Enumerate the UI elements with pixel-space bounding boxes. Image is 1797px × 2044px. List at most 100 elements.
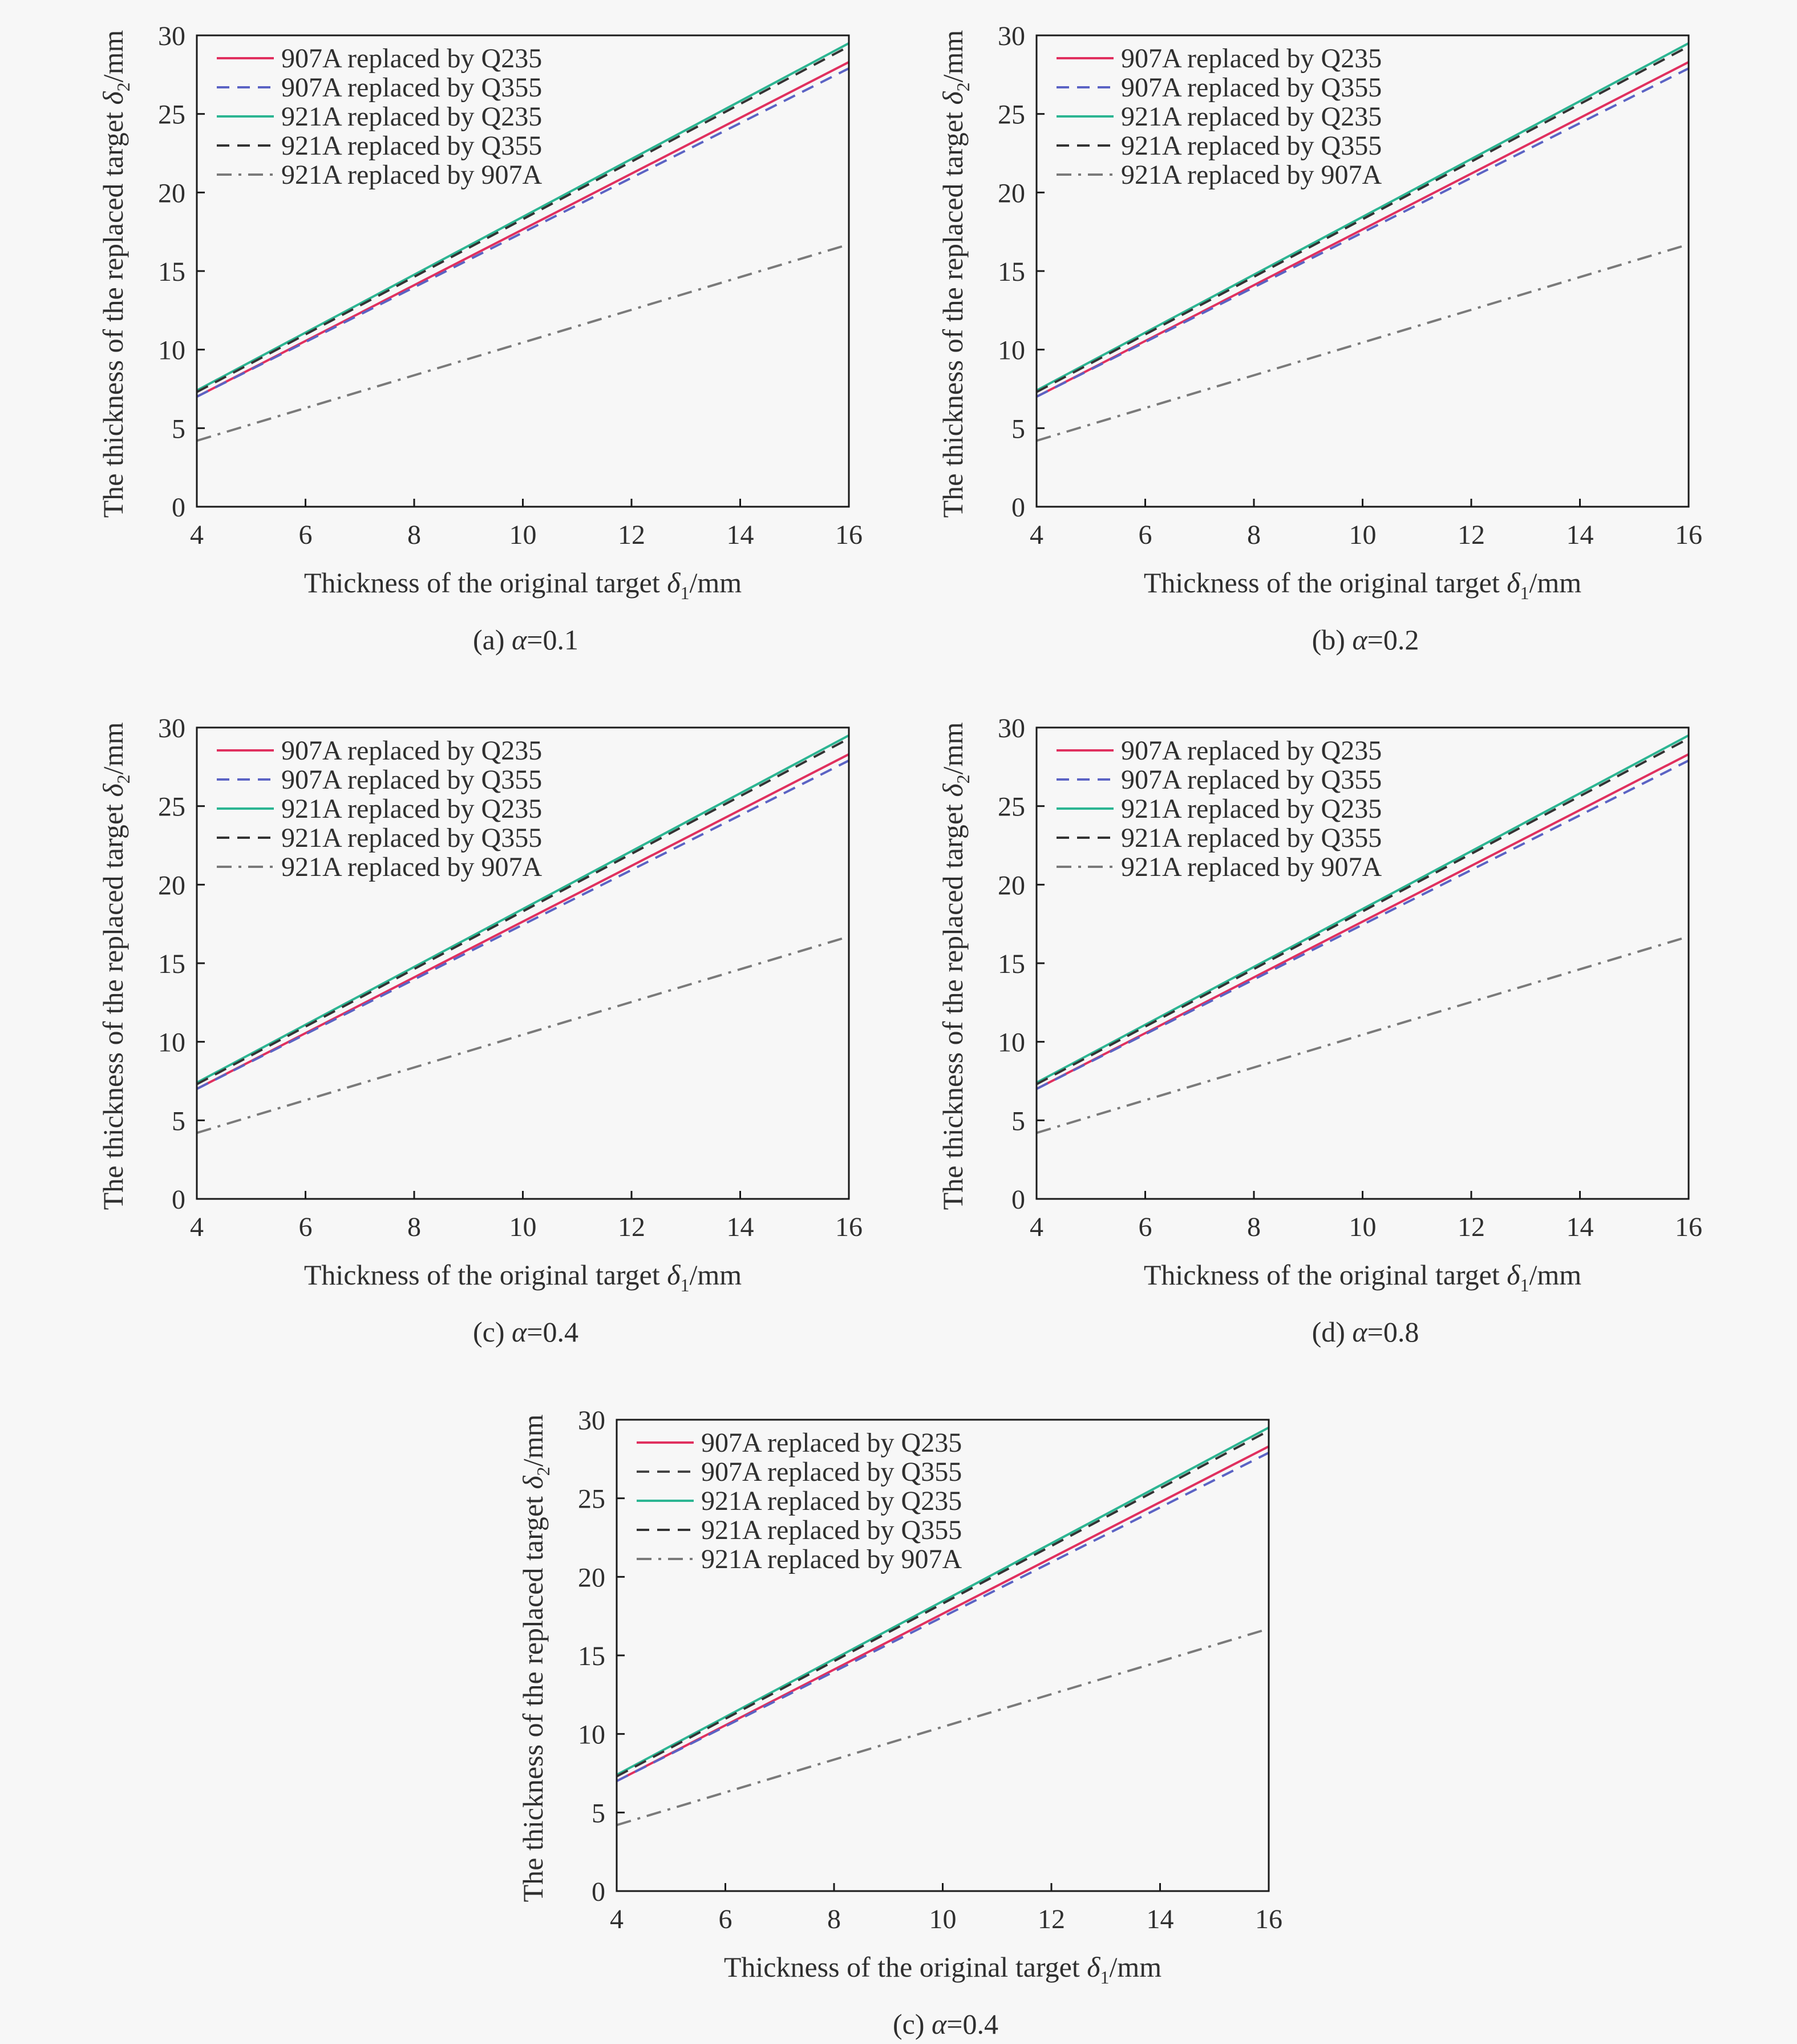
x-tick-label: 8 <box>1247 1212 1261 1242</box>
y-tick-label: 30 <box>998 21 1025 51</box>
series-line-0 <box>1036 61 1689 398</box>
x-tick-label: 16 <box>1255 1904 1282 1934</box>
x-tick-label: 10 <box>1349 520 1377 550</box>
legend-label-3: 921A replaced by Q355 <box>1121 823 1382 853</box>
series-line-0 <box>1036 753 1689 1090</box>
x-tick-label: 4 <box>190 520 204 550</box>
legend-label-1: 907A replaced by Q355 <box>281 765 542 795</box>
x-tick-label: 10 <box>1349 1212 1377 1242</box>
legend-label-2: 921A replaced by Q235 <box>701 1486 962 1516</box>
x-tick-label: 14 <box>727 1212 754 1242</box>
x-tick-label: 8 <box>407 1212 421 1242</box>
x-tick-label: 8 <box>407 520 421 550</box>
x-tick-label: 12 <box>1038 1904 1065 1934</box>
x-tick-label: 8 <box>827 1904 841 1934</box>
y-tick-label: 0 <box>172 1185 185 1215</box>
y-tick-label: 10 <box>998 1028 1025 1058</box>
series-line-0 <box>196 753 849 1090</box>
legend-label-0: 907A replaced by Q235 <box>1121 736 1382 766</box>
y-tick-label: 20 <box>158 870 185 900</box>
panel-caption: (c) α=0.4 <box>473 1316 578 1348</box>
y-tick-label: 25 <box>158 100 185 130</box>
y-tick-label: 30 <box>998 713 1025 744</box>
x-tick-label: 4 <box>610 1904 624 1934</box>
y-tick-label: 0 <box>1011 492 1025 523</box>
legend-label-4: 921A replaced by 907A <box>281 852 543 882</box>
legend-label-4: 921A replaced by 907A <box>1121 852 1382 882</box>
x-axis-label: Thickness of the original target δ1/mm <box>1144 567 1581 603</box>
y-tick-label: 5 <box>1011 1106 1025 1136</box>
y-tick-label: 25 <box>998 100 1025 130</box>
x-tick-label: 16 <box>1675 1212 1702 1242</box>
y-tick-label: 5 <box>592 1798 605 1828</box>
y-tick-label: 5 <box>172 414 185 444</box>
x-axis-label: Thickness of the original target δ1/mm <box>304 1259 742 1295</box>
x-tick-label: 16 <box>1675 520 1702 550</box>
y-tick-label: 10 <box>578 1720 605 1750</box>
y-tick-label: 10 <box>158 336 185 366</box>
panel-caption: (c) α=0.4 <box>893 2008 998 2040</box>
series-line-2 <box>196 734 849 1084</box>
series-line-4 <box>616 1627 1269 1827</box>
y-tick-label: 0 <box>172 492 185 523</box>
y-tick-label: 20 <box>998 178 1025 208</box>
x-tick-label: 6 <box>1139 520 1152 550</box>
series-line-2 <box>1036 42 1689 392</box>
chart-panel-2: 4 6 8 10 12 14 16 0 5 10 15 20 25 30 Thickness of the … <box>97 713 863 1348</box>
x-tick-label: 8 <box>1247 520 1261 550</box>
legend-label-0: 907A replaced by Q235 <box>701 1428 962 1458</box>
panel-caption: (b) α=0.2 <box>1312 624 1419 656</box>
y-tick-label: 25 <box>998 792 1025 822</box>
y-tick-label: 10 <box>158 1028 185 1058</box>
x-axis-label: Thickness of the original target δ1/mm <box>1144 1259 1581 1295</box>
y-tick-label: 25 <box>578 1484 605 1514</box>
series-line-2 <box>616 1427 1269 1776</box>
x-axis-label: Thickness of the original target δ1/mm <box>724 1951 1161 1988</box>
y-axis-label: The thickness of the replaced target δ2/… <box>97 30 133 518</box>
y-axis-label: The thickness of the replaced target δ2/… <box>937 30 973 518</box>
y-tick-label: 0 <box>592 1877 605 1907</box>
legend-label-4: 921A replaced by 907A <box>281 160 543 190</box>
y-axis-label: The thickness of the replaced target δ2/… <box>937 722 973 1210</box>
x-tick-label: 10 <box>929 1904 957 1934</box>
x-axis-label: Thickness of the original target δ1/mm <box>304 567 742 603</box>
y-tick-label: 0 <box>1011 1185 1025 1215</box>
y-tick-label: 30 <box>158 21 185 51</box>
legend-label-3: 921A replaced by Q355 <box>701 1515 962 1545</box>
legend-label-0: 907A replaced by Q235 <box>281 736 542 766</box>
series-line-2 <box>1036 734 1689 1084</box>
x-tick-label: 16 <box>835 1212 863 1242</box>
legend-label-2: 921A replaced by Q235 <box>1121 794 1382 824</box>
legend-label-2: 921A replaced by Q235 <box>281 102 542 132</box>
x-tick-label: 6 <box>299 1212 313 1242</box>
y-tick-label: 10 <box>998 336 1025 366</box>
legend-label-0: 907A replaced by Q235 <box>281 43 542 74</box>
x-tick-label: 6 <box>1139 1212 1152 1242</box>
x-tick-label: 14 <box>1567 1212 1594 1242</box>
y-tick-label: 25 <box>158 792 185 822</box>
x-tick-label: 4 <box>190 1212 204 1242</box>
legend-label-1: 907A replaced by Q355 <box>701 1457 962 1487</box>
series-line-4 <box>196 243 849 442</box>
series-line-2 <box>196 42 849 392</box>
legend-label-4: 921A replaced by 907A <box>701 1544 962 1574</box>
y-tick-label: 5 <box>1011 414 1025 444</box>
legend-label-3: 921A replaced by Q355 <box>281 823 542 853</box>
y-tick-label: 5 <box>172 1106 185 1136</box>
y-tick-label: 30 <box>578 1405 605 1436</box>
y-tick-label: 15 <box>578 1641 605 1671</box>
x-tick-label: 6 <box>299 520 313 550</box>
chart-panel-3: 4 6 8 10 12 14 16 0 5 10 15 20 25 30 Thickness of the … <box>937 713 1702 1348</box>
y-axis-label: The thickness of the replaced target δ2/… <box>97 722 133 1210</box>
series-line-0 <box>616 1445 1269 1783</box>
x-tick-label: 14 <box>1567 520 1594 550</box>
x-tick-label: 14 <box>1147 1904 1174 1934</box>
y-tick-label: 20 <box>578 1562 605 1593</box>
legend-label-3: 921A replaced by Q355 <box>281 131 542 161</box>
x-tick-label: 10 <box>509 1212 537 1242</box>
chart-panel-1: 4 6 8 10 12 14 16 0 5 10 15 20 25 30 Thickness of the … <box>937 21 1702 656</box>
series-line-4 <box>1036 243 1689 442</box>
